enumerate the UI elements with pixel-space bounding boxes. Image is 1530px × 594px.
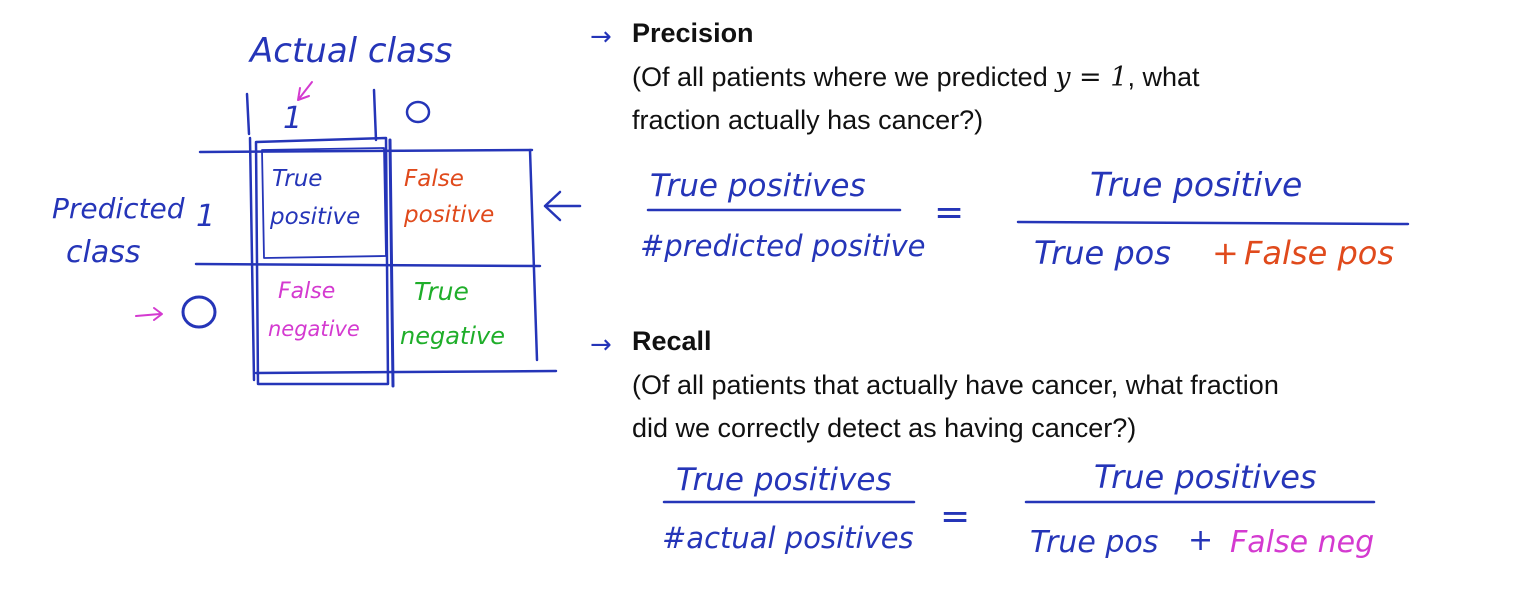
precision-frac2-den-b: False pos <box>1244 234 1394 272</box>
predicted-1-label: 1 <box>196 199 215 234</box>
fn-line2: negative <box>268 317 360 341</box>
precision-desc-line2: fraction actually has cancer?) <box>632 105 984 135</box>
actual-header-tick-mid <box>372 88 378 142</box>
tp-inner-box <box>261 147 387 259</box>
precision-description: (Of all patients where we predicted y = … <box>632 56 1392 142</box>
precision-frac1-num: True positives <box>650 168 866 204</box>
tn-line2: negative <box>400 322 505 350</box>
precision-frac2-num: True positive <box>1090 165 1302 204</box>
recall-description: (Of all patients that actually have canc… <box>632 364 1512 450</box>
recall-desc-line1: (Of all patients that actually have canc… <box>632 370 1279 400</box>
magenta-dash-arrow-icon <box>135 307 163 321</box>
predicted-label-line2: class <box>66 235 140 270</box>
precision-arrow-icon: → <box>590 22 612 52</box>
precision-heading: Precision <box>632 18 754 48</box>
matrix-right-line <box>528 148 539 362</box>
actual-0-label <box>405 100 431 124</box>
precision-desc-line1: (Of all patients where we predicted y = … <box>632 62 1200 93</box>
precision-frac2-bar <box>1016 220 1410 226</box>
tp-highlight-box <box>254 136 390 386</box>
left-arrow-icon <box>543 190 582 222</box>
recall-arrow-icon: → <box>590 330 612 360</box>
precision-math: y = 1 <box>1055 62 1128 93</box>
recall-frac2-den-b: False neg <box>1230 525 1374 560</box>
matrix-mid-line <box>194 262 542 268</box>
recall-desc-line2: did we correctly detect as having cancer… <box>632 413 1137 443</box>
fp-line1: False <box>404 166 464 192</box>
recall-heading: Recall <box>632 326 712 356</box>
actual-class-label: Actual class <box>248 31 452 71</box>
predicted-0-label <box>181 295 217 329</box>
magenta-arrow-icon <box>297 81 313 101</box>
recall-frac2-den-plus: + <box>1188 523 1213 558</box>
predicted-label-line1: Predicted <box>52 192 185 225</box>
actual-header-tick-left <box>245 92 251 136</box>
recall-equals: = <box>940 496 970 537</box>
fn-line1: False <box>278 279 335 304</box>
recall-frac2-den-a: True pos <box>1030 525 1158 560</box>
fp-line2: positive <box>403 202 494 228</box>
recall-frac1-num: True positives <box>676 462 892 498</box>
tp-line1: True <box>272 166 322 192</box>
matrix-center-line <box>388 138 395 388</box>
recall-frac1-den: #actual positives <box>662 521 914 555</box>
matrix-left-line <box>248 136 256 382</box>
precision-frac2-den-a: True pos <box>1034 234 1171 272</box>
matrix-bottom-line <box>254 369 558 375</box>
tp-line2: positive <box>269 204 360 230</box>
precision-frac1-den: #predicted positive <box>640 229 925 263</box>
precision-frac2-den-plus: + <box>1212 234 1239 272</box>
actual-1-label: 1 <box>283 101 302 136</box>
precision-equals: = <box>934 192 964 233</box>
tn-line1: True <box>414 277 469 306</box>
recall-frac2-num: True positives <box>1094 458 1317 496</box>
